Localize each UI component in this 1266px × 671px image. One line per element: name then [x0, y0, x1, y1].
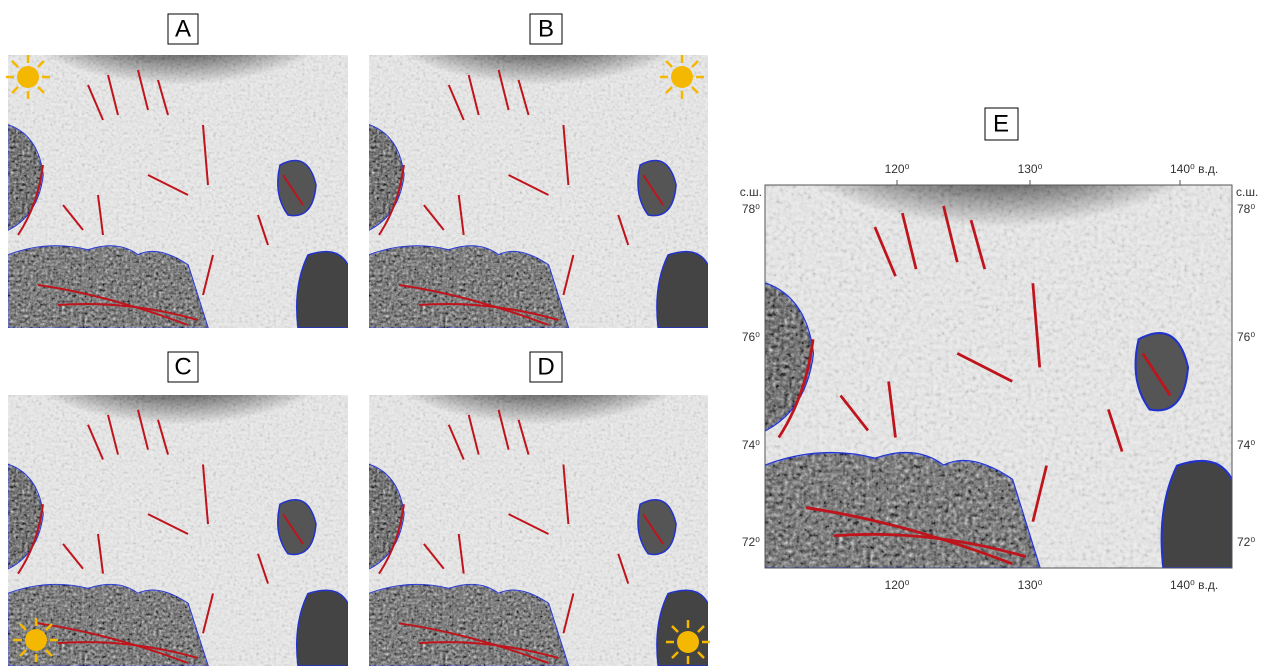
latitude-caption: с.ш.: [740, 185, 762, 199]
latitude-label: 76⁰: [1237, 330, 1255, 344]
longitude-label: 120⁰: [885, 162, 910, 176]
longitude-label: 130⁰: [1018, 162, 1043, 176]
longitude-label: 140⁰ в.д.: [1170, 578, 1218, 592]
latitude-label: 72⁰: [1237, 535, 1255, 549]
relief-map: [8, 0, 348, 328]
latitude-label: 72⁰: [742, 535, 760, 549]
longitude-label: 130⁰: [1018, 578, 1043, 592]
longitude-label: 140⁰ в.д.: [1170, 162, 1218, 176]
sun-icon: [660, 55, 704, 99]
relief-map: [369, 0, 708, 328]
panel-label: C: [174, 353, 191, 380]
longitude-label: 120⁰: [885, 578, 910, 592]
panel-label: D: [537, 353, 554, 380]
relief-map: [765, 80, 1232, 568]
sun-icon: [666, 620, 710, 664]
latitude-caption: с.ш.: [1236, 185, 1258, 199]
latitude-label: 74⁰: [742, 438, 760, 452]
latitude-label: 74⁰: [1237, 438, 1255, 452]
sun-icon: [6, 55, 50, 99]
panel-label: A: [175, 15, 191, 42]
panel-label: E: [993, 110, 1009, 137]
sun-icon: [14, 618, 58, 662]
latitude-label: 78⁰: [1237, 202, 1255, 216]
figure: A B C D E 120⁰ 130⁰ 140⁰ в.д. 120⁰ 130⁰ 140⁰ …: [0, 0, 1266, 666]
latitude-label: 78⁰: [742, 202, 760, 216]
panel-label: B: [538, 15, 554, 42]
latitude-label: 76⁰: [742, 330, 760, 344]
